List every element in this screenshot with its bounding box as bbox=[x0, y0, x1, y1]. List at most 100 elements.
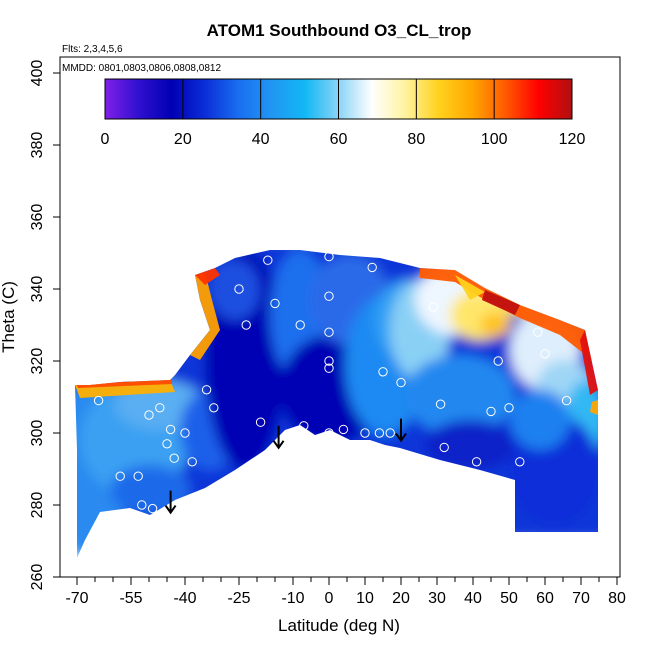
observation-markers bbox=[79, 251, 615, 561]
observation-marker bbox=[209, 403, 219, 413]
observation-marker bbox=[493, 356, 503, 366]
x-tick-label: -40 bbox=[173, 590, 196, 607]
observation-marker bbox=[540, 349, 550, 359]
observation-marker bbox=[169, 453, 179, 463]
y-tick-label: 400 bbox=[29, 60, 46, 87]
observation-marker bbox=[378, 367, 388, 377]
descent-arrow-head bbox=[395, 433, 407, 443]
colorbar-tick-label: 40 bbox=[252, 131, 270, 148]
observation-marker bbox=[428, 302, 439, 312]
observation-marker bbox=[162, 439, 172, 449]
plot-frame bbox=[59, 56, 621, 578]
x-tick-label: 20 bbox=[392, 590, 410, 607]
x-tick-label: 30 bbox=[428, 590, 446, 607]
observation-marker bbox=[155, 403, 165, 413]
colorbar-tick-label: 60 bbox=[330, 131, 348, 148]
observation-marker bbox=[515, 457, 525, 467]
observation-marker bbox=[255, 417, 266, 427]
colorbar-tick-label: 100 bbox=[481, 131, 508, 148]
observation-marker bbox=[471, 457, 482, 467]
field-region bbox=[425, 420, 515, 470]
colorbar-tick-label: 20 bbox=[174, 131, 192, 148]
x-tick-label: -55 bbox=[119, 590, 142, 607]
x-tick-label: -25 bbox=[227, 590, 250, 607]
observation-marker bbox=[439, 442, 449, 453]
y-tick-label: 280 bbox=[29, 492, 46, 519]
field-band bbox=[482, 290, 520, 315]
x-tick-label: 70 bbox=[572, 590, 590, 607]
colorbar: 0 20 40 60 80 100 120 bbox=[101, 78, 585, 148]
flights-note: Flts: 2,3,4,5,6 bbox=[62, 44, 123, 55]
observation-marker bbox=[144, 410, 154, 420]
observation-marker bbox=[324, 251, 334, 262]
observation-marker bbox=[79, 550, 89, 561]
observation-marker bbox=[187, 457, 197, 467]
field-blur-group bbox=[75, 250, 598, 558]
observation-marker bbox=[180, 428, 190, 438]
observation-marker bbox=[605, 500, 615, 510]
field-clip-group bbox=[75, 250, 598, 558]
field-region bbox=[405, 355, 515, 435]
field-region bbox=[480, 313, 510, 337]
field-band bbox=[590, 400, 598, 415]
colorbar-ticks: 0 20 40 60 80 100 120 bbox=[101, 79, 585, 148]
observation-marker bbox=[385, 428, 395, 438]
observation-marker bbox=[137, 500, 147, 510]
x-tick-label: 80 bbox=[608, 590, 626, 607]
y-axis-title: Theta (C) bbox=[0, 281, 18, 353]
y-tick-label: 260 bbox=[29, 564, 46, 591]
chart-title: ATOM1 Southbound O3_CL_trop bbox=[207, 21, 472, 40]
observation-marker bbox=[165, 424, 176, 435]
x-tick-label: -70 bbox=[65, 590, 88, 607]
observation-marker bbox=[360, 428, 370, 438]
x-tick-label: 10 bbox=[356, 590, 374, 607]
y-tick-label: 380 bbox=[29, 132, 46, 159]
observation-marker bbox=[533, 327, 543, 337]
observation-marker bbox=[201, 385, 212, 395]
observation-marker bbox=[374, 428, 385, 438]
observation-marker bbox=[324, 356, 334, 366]
observation-marker bbox=[435, 399, 446, 409]
observation-marker bbox=[324, 327, 334, 337]
observation-marker bbox=[396, 377, 406, 388]
observation-marker bbox=[561, 395, 572, 406]
observation-marker bbox=[147, 503, 158, 514]
observation-marker bbox=[486, 406, 496, 417]
observation-marker bbox=[367, 262, 377, 273]
x-tick-label: 60 bbox=[536, 590, 554, 607]
observation-marker bbox=[299, 421, 309, 431]
heatmap-field bbox=[75, 250, 598, 558]
x-tick-label: 40 bbox=[464, 590, 482, 607]
y-tick-label: 300 bbox=[29, 420, 46, 447]
field-region bbox=[510, 390, 570, 450]
observation-marker bbox=[241, 320, 251, 330]
field-band bbox=[195, 268, 220, 285]
descent-arrow-head bbox=[272, 440, 285, 450]
observation-marker bbox=[234, 284, 244, 294]
field-band bbox=[580, 330, 598, 395]
observation-marker bbox=[115, 471, 125, 481]
y-tick-label: 360 bbox=[29, 204, 46, 231]
observation-marker bbox=[605, 471, 615, 481]
observation-marker bbox=[263, 255, 273, 265]
dates-note: MMDD: 0801,0803,0806,0808,0812 bbox=[62, 63, 221, 74]
descent-arrow-head bbox=[164, 505, 177, 515]
field-band bbox=[455, 275, 485, 300]
observation-marker bbox=[605, 521, 615, 532]
colorbar-tick-label: 0 bbox=[101, 131, 110, 148]
field-band bbox=[190, 272, 220, 360]
y-axis: 260 280 300 320 340 360 380 400 bbox=[29, 60, 60, 591]
x-axis-title: Latitude (deg N) bbox=[278, 616, 400, 635]
x-tick-label: -10 bbox=[281, 590, 304, 607]
observation-marker bbox=[324, 363, 334, 373]
observation-marker bbox=[601, 435, 611, 445]
observation-marker bbox=[295, 320, 305, 330]
observation-marker bbox=[324, 428, 334, 438]
observation-marker bbox=[133, 471, 143, 481]
descent-arrows bbox=[164, 418, 407, 515]
observation-marker bbox=[504, 403, 514, 413]
observation-marker bbox=[324, 291, 334, 301]
x-axis: -70 -55 -40 -25 -10 0 10 20 30 40 50 60 70 80 bbox=[65, 577, 626, 607]
observation-marker bbox=[115, 511, 125, 521]
